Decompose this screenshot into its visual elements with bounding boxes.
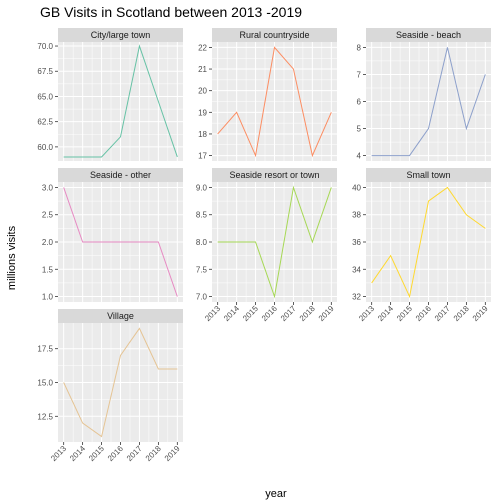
y-tick-label: 17 xyxy=(198,152,207,161)
y-tick-label: 65.0 xyxy=(37,92,53,101)
y-tick-label: 3.0 xyxy=(42,183,54,192)
y-tick-label: 62.5 xyxy=(37,118,53,127)
x-tick-label: 2013 xyxy=(49,444,68,463)
y-tick-label: 19 xyxy=(198,108,207,117)
x-tick-label: 2014 xyxy=(68,444,87,463)
y-tick-label: 32 xyxy=(352,293,361,302)
y-tick-label: 36 xyxy=(352,238,361,247)
facet-strip-label: Village xyxy=(107,311,134,321)
y-tick-label: 60.0 xyxy=(37,143,53,152)
y-tick-label: 6 xyxy=(357,98,362,107)
x-tick-label: 2014 xyxy=(222,304,241,323)
y-tick-label: 8.0 xyxy=(196,238,208,247)
y-tick-label: 7.0 xyxy=(196,293,208,302)
facet-strip xyxy=(366,168,491,182)
x-tick-label: 2013 xyxy=(357,304,376,323)
x-tick-label: 2019 xyxy=(317,304,336,323)
y-tick-label: 5 xyxy=(357,125,362,134)
x-tick-label: 2013 xyxy=(203,304,222,323)
facet-panels: City/large town60.062.565.067.570.0Rural… xyxy=(37,28,491,463)
y-tick-label: 38 xyxy=(352,211,361,220)
x-tick-label: 2015 xyxy=(241,304,260,323)
series-line xyxy=(217,46,332,158)
chart-title: GB Visits in Scotland between 2013 -2019 xyxy=(40,4,302,20)
y-tick-label: 12.5 xyxy=(37,412,53,421)
series-line xyxy=(63,44,178,158)
facet-city-large-town: City/large town 60.0 62.5 65.0 67.5 70.0 xyxy=(37,28,183,161)
y-tick-label: 17.5 xyxy=(37,345,53,354)
x-tick-label: 2016 xyxy=(414,304,433,323)
x-tick-label: 2019 xyxy=(163,444,182,463)
x-tick-label: 2015 xyxy=(87,444,106,463)
facet-seaside-resort-or-town: Seaside resort or town 7.0 7.5 8.0 8.5 9.0 201… xyxy=(196,168,337,323)
y-tick-label: 20 xyxy=(198,87,207,96)
facet-rural-countryside: Rural countryside 17 18 19 20 21 22 xyxy=(198,28,337,161)
y-tick-label: 1.5 xyxy=(42,265,54,274)
y-tick-label: 15.0 xyxy=(37,379,53,388)
facet-strip-label: Seaside resort or town xyxy=(229,170,319,180)
y-tick-label: 2.5 xyxy=(42,211,54,220)
facet-seaside-other: Seaside - other 1.0 1.5 2.0 2.5 3.0 xyxy=(42,168,183,302)
series-line xyxy=(371,186,486,299)
x-tick-label: 2015 xyxy=(395,304,414,323)
x-tick-label: 2018 xyxy=(298,304,317,323)
x-tick-label: 2018 xyxy=(144,444,163,463)
facet-strip-label: Seaside - other xyxy=(90,170,151,180)
facet-strip xyxy=(212,28,337,42)
x-tick-label: 2017 xyxy=(433,304,452,323)
facet-strip xyxy=(58,168,183,182)
y-tick-label: 40 xyxy=(352,183,361,192)
y-tick-label: 21 xyxy=(198,65,207,74)
facet-strip xyxy=(366,28,491,42)
x-tick-label: 2019 xyxy=(471,304,490,323)
y-tick-label: 18 xyxy=(198,130,207,139)
facet-strip xyxy=(58,28,183,42)
x-tick-label: 2014 xyxy=(376,304,395,323)
facet-strip-label: Rural countryside xyxy=(239,30,309,40)
series-line xyxy=(63,187,178,297)
facet-small-town: Small town 32 34 36 38 40 2013 2014 2015 2016 2017… xyxy=(352,168,491,323)
facet-strip xyxy=(212,168,337,182)
x-tick-label: 2017 xyxy=(279,304,298,323)
y-tick-label: 7.5 xyxy=(196,265,208,274)
y-tick-label: 67.5 xyxy=(37,67,53,76)
facet-strip xyxy=(58,309,183,323)
series-line xyxy=(217,185,332,299)
x-axis-title: year xyxy=(265,488,287,500)
facet-strip-label: Seaside - beach xyxy=(396,30,461,40)
y-axis-title: millions visits xyxy=(6,225,18,290)
y-tick-label: 4 xyxy=(357,152,362,161)
y-tick-label: 2.0 xyxy=(42,238,54,247)
y-tick-label: 9.0 xyxy=(196,183,208,192)
facet-strip-label: City/large town xyxy=(91,30,151,40)
x-tick-label: 2016 xyxy=(106,444,125,463)
y-tick-label: 8.5 xyxy=(196,211,208,220)
series-line xyxy=(371,47,486,157)
x-tick-label: 2017 xyxy=(125,444,144,463)
y-tick-label: 8 xyxy=(357,43,362,52)
x-tick-label: 2018 xyxy=(452,304,471,323)
x-tick-label: 2016 xyxy=(260,304,279,323)
y-tick-label: 7 xyxy=(357,70,362,79)
y-tick-label: 1.0 xyxy=(42,293,54,302)
facet-strip-label: Small town xyxy=(406,170,450,180)
y-tick-label: 70.0 xyxy=(37,42,53,51)
y-tick-label: 22 xyxy=(198,43,207,52)
y-tick-label: 34 xyxy=(352,265,361,274)
series-line xyxy=(63,327,178,438)
facet-seaside-beach: Seaside - beach 4 5 6 7 8 xyxy=(357,28,491,161)
